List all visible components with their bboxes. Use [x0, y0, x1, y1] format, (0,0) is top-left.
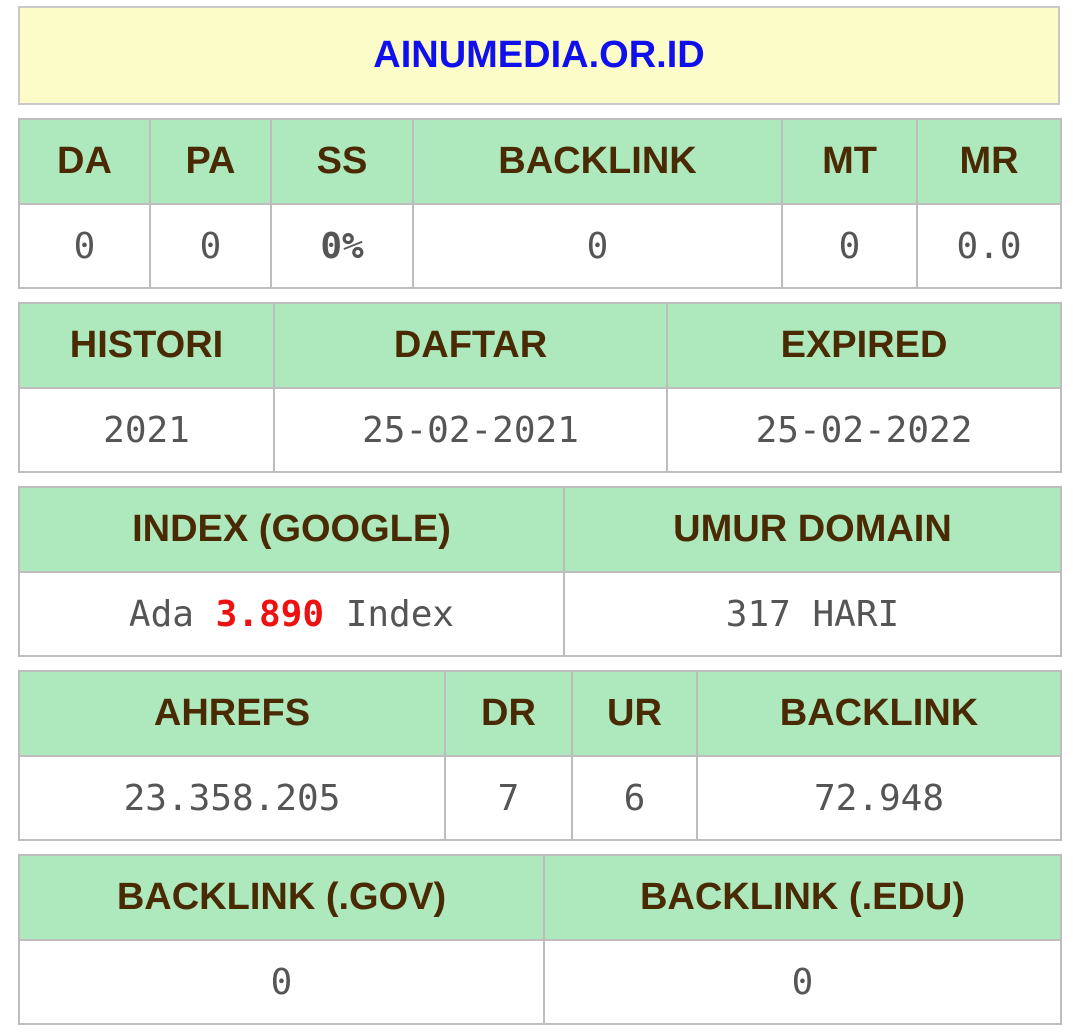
- ahrefs-table: AHREFS DR UR BACKLINK 23.358.205 7 6 72.…: [18, 670, 1062, 841]
- header-ahrefs: AHREFS: [18, 670, 446, 757]
- ahrefs-header-row: AHREFS DR UR BACKLINK: [18, 670, 1062, 757]
- metrics-header-row: DA PA SS BACKLINK MT MR: [18, 118, 1062, 205]
- header-da: DA: [18, 118, 151, 205]
- ahrefs-value-row: 23.358.205 7 6 72.948: [18, 755, 1062, 841]
- index-count: 3.890: [215, 593, 325, 635]
- header-umur-domain: UMUR DOMAIN: [563, 486, 1062, 573]
- header-mr: MR: [916, 118, 1062, 205]
- index-suffix: Index: [345, 593, 455, 635]
- header-ur: UR: [571, 670, 698, 757]
- header-backlink: BACKLINK: [412, 118, 783, 205]
- value-mr: 0.0: [916, 203, 1062, 289]
- history-table: HISTORI DAFTAR EXPIRED 2021 25-02-2021 2…: [18, 302, 1062, 473]
- header-histori: HISTORI: [18, 302, 275, 389]
- value-histori: 2021: [18, 387, 275, 473]
- value-backlink-gov: 0: [18, 939, 545, 1025]
- value-dr: 7: [444, 755, 573, 841]
- index-header-row: INDEX (GOOGLE) UMUR DOMAIN: [18, 486, 1062, 573]
- value-backlink-edu: 0: [543, 939, 1062, 1025]
- domain-banner: AINUMEDIA.OR.ID: [18, 6, 1060, 105]
- value-expired: 25-02-2022: [666, 387, 1062, 473]
- header-backlink-gov: BACKLINK (.GOV): [18, 854, 545, 941]
- value-ur: 6: [571, 755, 698, 841]
- value-mt: 0: [781, 203, 918, 289]
- index-table: INDEX (GOOGLE) UMUR DOMAIN Ada 3.890 Ind…: [18, 486, 1062, 657]
- header-ahrefs-backlink: BACKLINK: [696, 670, 1062, 757]
- special-backlinks-value-row: 0 0: [18, 939, 1062, 1025]
- header-dr: DR: [444, 670, 573, 757]
- history-value-row: 2021 25-02-2021 25-02-2022: [18, 387, 1062, 473]
- value-ahrefs: 23.358.205: [18, 755, 446, 841]
- domain-title: AINUMEDIA.OR.ID: [373, 34, 705, 76]
- header-daftar: DAFTAR: [273, 302, 668, 389]
- header-expired: EXPIRED: [666, 302, 1062, 389]
- header-pa: PA: [149, 118, 272, 205]
- special-backlinks-header-row: BACKLINK (.GOV) BACKLINK (.EDU): [18, 854, 1062, 941]
- index-value-row: Ada 3.890 Index 317 HARI: [18, 571, 1062, 657]
- metrics-table: DA PA SS BACKLINK MT MR 0 0 0% 0 0 0.0: [18, 118, 1062, 289]
- value-umur-domain: 317 HARI: [563, 571, 1062, 657]
- value-backlink: 0: [412, 203, 783, 289]
- header-index-google: INDEX (GOOGLE): [18, 486, 565, 573]
- value-pa: 0: [149, 203, 272, 289]
- header-backlink-edu: BACKLINK (.EDU): [543, 854, 1062, 941]
- header-ss: SS: [270, 118, 414, 205]
- header-mt: MT: [781, 118, 918, 205]
- value-index: Ada 3.890 Index: [18, 571, 565, 657]
- index-prefix: Ada: [128, 593, 194, 635]
- history-header-row: HISTORI DAFTAR EXPIRED: [18, 302, 1062, 389]
- value-ss: 0%: [270, 203, 414, 289]
- value-da: 0: [18, 203, 151, 289]
- special-backlinks-table: BACKLINK (.GOV) BACKLINK (.EDU) 0 0: [18, 854, 1062, 1025]
- value-ahrefs-backlink: 72.948: [696, 755, 1062, 841]
- metrics-value-row: 0 0 0% 0 0 0.0: [18, 203, 1062, 289]
- value-daftar: 25-02-2021: [273, 387, 668, 473]
